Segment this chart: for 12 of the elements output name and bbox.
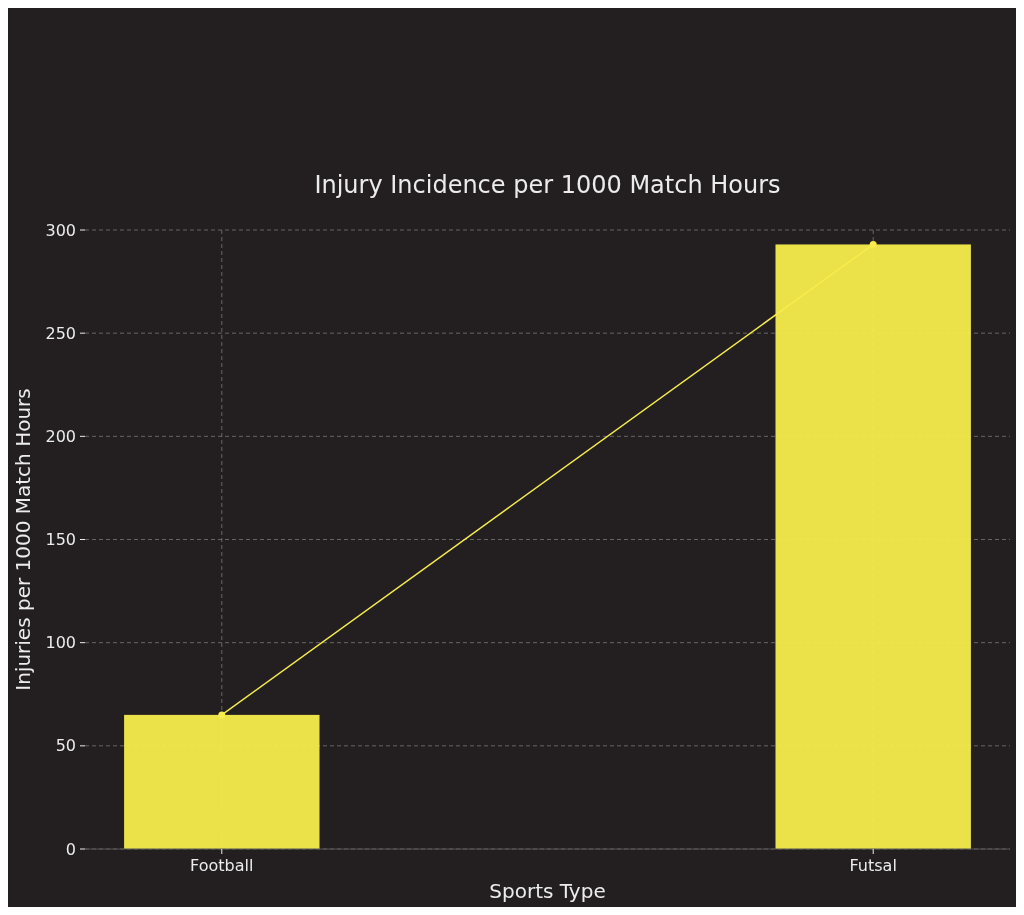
y-tick-label: 50	[55, 736, 76, 756]
y-tick-label: 0	[65, 839, 76, 859]
x-tick-label: Football	[190, 856, 254, 875]
y-tick-label: 200	[45, 426, 76, 446]
x-axis-title: Sports Type	[489, 879, 606, 903]
y-axis-title: Injuries per 1000 Match Hours	[11, 388, 35, 691]
x-tick-label: Futsal	[849, 856, 897, 875]
y-tick-label: 150	[45, 530, 76, 550]
y-tick-label: 300	[45, 220, 76, 240]
y-tick-label: 100	[45, 633, 76, 653]
y-tick-label: 250	[45, 323, 76, 343]
chart-title: Injury Incidence per 1000 Match Hours	[314, 171, 781, 199]
